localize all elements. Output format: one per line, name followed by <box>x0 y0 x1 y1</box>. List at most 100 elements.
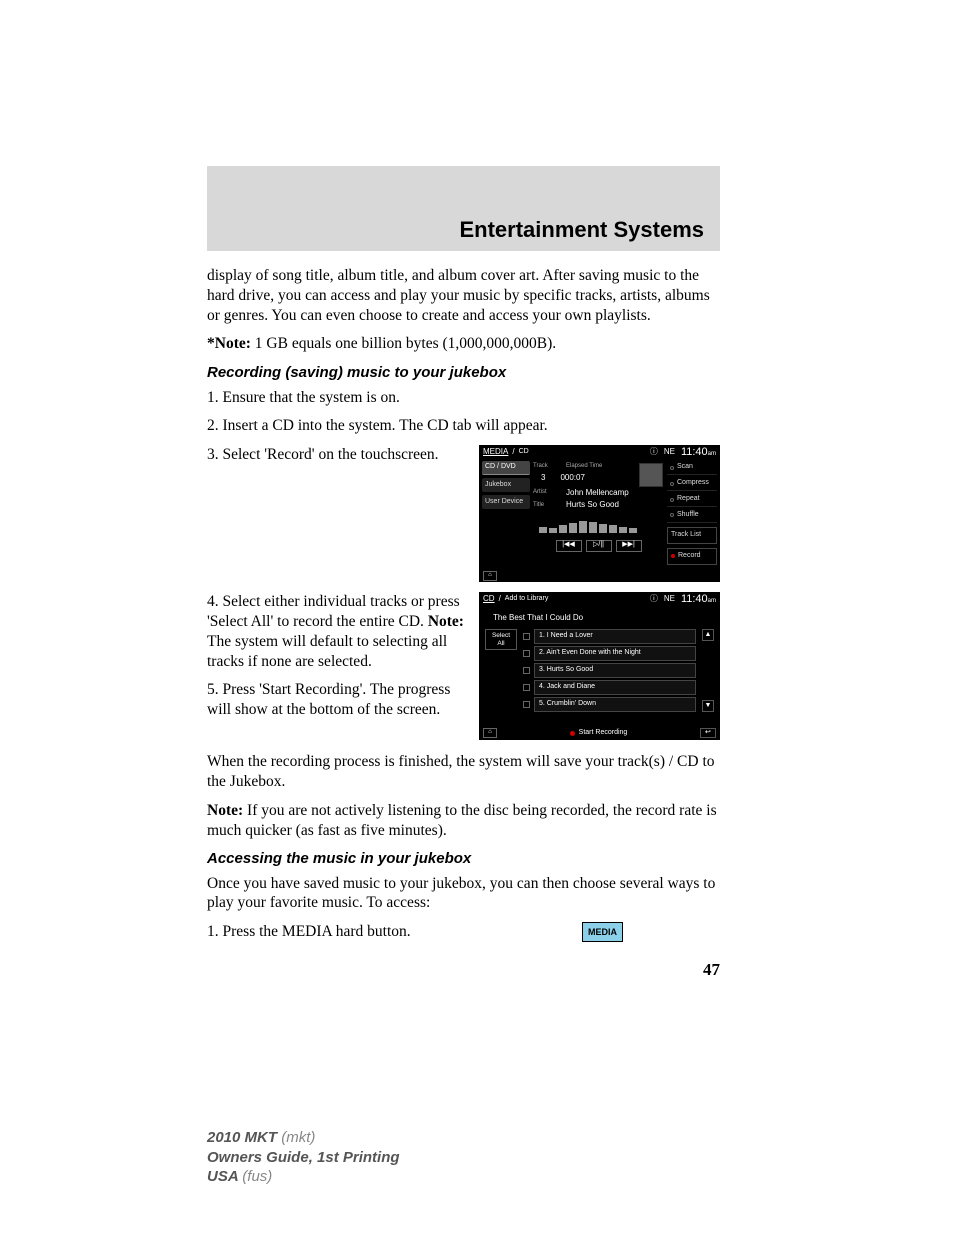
eq-bar <box>609 525 617 533</box>
track-name[interactable]: 2. Ain't Even Done with the Night <box>534 646 696 661</box>
ss1-body: CD / DVD Jukebox User Device Track Elaps… <box>479 459 720 569</box>
tab-cddvd[interactable]: CD / DVD <box>482 461 530 475</box>
ss2-breadcrumb-b: Add to Library <box>505 595 549 604</box>
screenshot-media-cd: MEDIA / CD ⓘ NE 11:40am CD / DVD Jukebox… <box>479 445 720 582</box>
album-title: The Best That I Could Do <box>493 613 714 623</box>
ss2-compass: NE <box>664 594 675 604</box>
ss1-breadcrumb-a: MEDIA <box>483 447 508 457</box>
ss1-time: 11:40am <box>681 445 716 459</box>
track-checkbox[interactable] <box>523 684 530 691</box>
track-checkbox[interactable] <box>523 701 530 708</box>
step2: 2. Insert a CD into the system. The CD t… <box>207 416 720 436</box>
step5: 5. Press 'Start Recording'. The progress… <box>207 680 465 720</box>
intro-para: display of song title, album title, and … <box>207 266 720 325</box>
header-box: Entertainment Systems <box>207 166 720 251</box>
ss2-breadcrumb-a: CD <box>483 594 495 604</box>
step1: 1. Ensure that the system is on. <box>207 388 720 408</box>
artist-value: John Mellencamp <box>566 488 629 498</box>
recording-heading: Recording (saving) music to your jukebox <box>207 363 720 382</box>
step45-row: 4. Select either individual tracks or pr… <box>207 592 720 740</box>
next-button[interactable]: ▶▶| <box>616 540 642 552</box>
ss1-bottombar: ⌂ <box>479 569 720 582</box>
step3: 3. Select 'Record' on the touchscreen. <box>207 445 465 465</box>
step4: 4. Select either individual tracks or pr… <box>207 592 465 671</box>
ss2-topbar: CD / Add to Library ⓘ NE 11:40am <box>479 592 720 606</box>
accessing-para: Once you have saved music to your jukebo… <box>207 874 720 914</box>
ss1-status-icon: ⓘ <box>650 447 658 457</box>
track-row: 5. Crumblin' Down <box>523 697 696 712</box>
page-title: Entertainment Systems <box>459 217 704 243</box>
note-text: 1 GB equals one billion bytes (1,000,000… <box>251 335 556 352</box>
tab-userdevice[interactable]: User Device <box>482 495 530 509</box>
select-all-button[interactable]: Select All <box>485 629 517 649</box>
tab-jukebox[interactable]: Jukebox <box>482 478 530 492</box>
scroll-col: ▲ ▼ <box>702 629 714 712</box>
opt-repeat[interactable]: Repeat <box>667 493 717 507</box>
eq-bar <box>559 525 567 533</box>
track-row: 4. Jack and Diane <box>523 680 696 695</box>
title-value: Hurts So Good <box>566 500 619 510</box>
note2-text: If you are not actively listening to the… <box>207 802 717 839</box>
access-step1-row: 1. Press the MEDIA hard button. MEDIA <box>207 922 720 942</box>
eq-bar <box>619 527 627 533</box>
scroll-down-button[interactable]: ▼ <box>702 700 714 712</box>
step3-row: 3. Select 'Record' on the touchscreen. M… <box>207 445 720 582</box>
back-button[interactable]: ↩ <box>700 728 716 738</box>
equalizer <box>539 519 664 533</box>
opt-scan[interactable]: Scan <box>667 461 717 475</box>
ss1-options: Scan Compress Repeat Shuffle Track List … <box>667 461 717 567</box>
scroll-up-button[interactable]: ▲ <box>702 629 714 641</box>
accessing-heading: Accessing the music in your jukebox <box>207 849 720 868</box>
track-list-area: Select All 1. I Need a Lover 2. Ain't Eve… <box>485 629 714 712</box>
note-label: *Note: <box>207 335 251 352</box>
track-name[interactable]: 3. Hurts So Good <box>534 663 696 678</box>
finish-para: When the recording process is finished, … <box>207 752 720 792</box>
album-art <box>639 463 663 487</box>
note2-para: Note: If you are not actively listening … <box>207 801 720 841</box>
ss1-topbar: MEDIA / CD ⓘ NE 11:40am <box>479 445 720 459</box>
track-name[interactable]: 4. Jack and Diane <box>534 680 696 695</box>
track-row: 3. Hurts So Good <box>523 663 696 678</box>
page-number: 47 <box>703 960 720 980</box>
note2-label: Note: <box>207 802 243 819</box>
intro-note: *Note: 1 GB equals one billion bytes (1,… <box>207 334 720 354</box>
ss2-status-icon: ⓘ <box>650 594 658 604</box>
footer: 2010 MKT (mkt) Owners Guide, 1st Printin… <box>207 1128 400 1187</box>
media-hard-button[interactable]: MEDIA <box>582 922 623 942</box>
content-area: display of song title, album title, and … <box>207 266 720 952</box>
track-row: 1. I Need a Lover <box>523 629 696 644</box>
eq-bar <box>569 523 577 533</box>
track-label: Track <box>533 463 561 471</box>
ss2-body: The Best That I Could Do Select All 1. I… <box>479 606 720 726</box>
home-icon[interactable]: ⌂ <box>483 728 497 738</box>
start-recording-button[interactable]: Start Recording <box>570 729 628 738</box>
access-step1: 1. Press the MEDIA hard button. <box>207 922 458 942</box>
opt-record[interactable]: Record <box>667 548 717 565</box>
track-name[interactable]: 1. I Need a Lover <box>534 629 696 644</box>
screenshot-add-library: CD / Add to Library ⓘ NE 11:40am The Bes… <box>479 592 720 740</box>
artist-label: Artist <box>533 489 561 497</box>
track-name[interactable]: 5. Crumblin' Down <box>534 697 696 712</box>
ss2-bottombar: ⌂ Start Recording ↩ <box>479 726 720 740</box>
opt-compress[interactable]: Compress <box>667 477 717 491</box>
eq-bar <box>589 522 597 533</box>
play-pause-button[interactable]: ▷/|| <box>586 540 612 552</box>
eq-bar <box>539 527 547 533</box>
track-row: 2. Ain't Even Done with the Night <box>523 646 696 661</box>
track-value: 3 <box>541 473 545 483</box>
opt-shuffle[interactable]: Shuffle <box>667 509 717 523</box>
ss1-compass: NE <box>664 447 675 457</box>
eq-bar <box>629 528 637 533</box>
record-dot-icon <box>570 731 575 736</box>
home-icon[interactable]: ⌂ <box>483 571 497 581</box>
eq-bar <box>599 524 607 533</box>
track-checkbox[interactable] <box>523 667 530 674</box>
track-checkbox[interactable] <box>523 650 530 657</box>
track-checkbox[interactable] <box>523 633 530 640</box>
ss1-breadcrumb-b: CD <box>519 448 529 457</box>
prev-button[interactable]: |◀◀ <box>556 540 582 552</box>
opt-tracklist[interactable]: Track List <box>667 527 717 544</box>
ss2-time: 11:40am <box>681 592 716 606</box>
transport-controls: |◀◀ ▷/|| ▶▶| <box>533 540 664 552</box>
select-all-col: Select All <box>485 629 517 712</box>
